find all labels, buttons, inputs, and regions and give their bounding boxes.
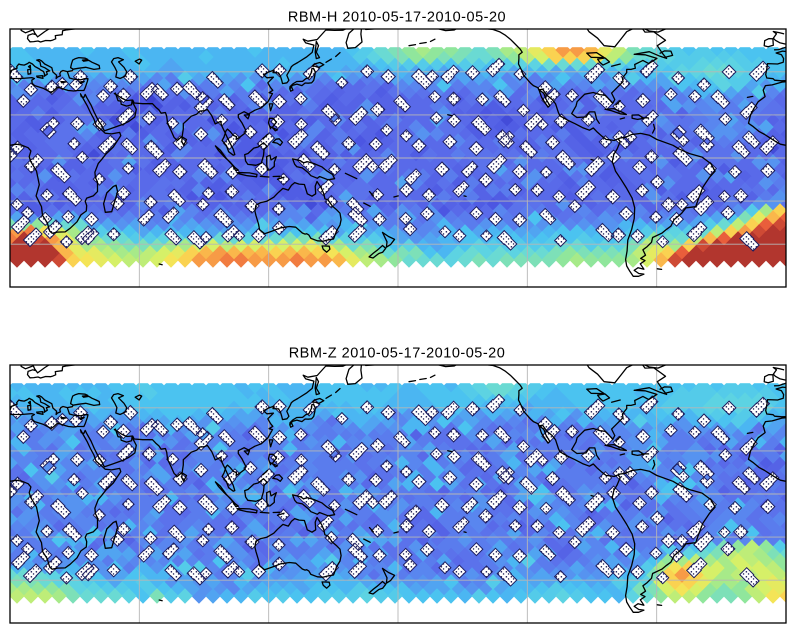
svg-text:RBM-Z 2010-05-17-2010-05-20: RBM-Z 2010-05-17-2010-05-20 xyxy=(289,346,506,362)
svg-text:RBM-H 2010-05-17-2010-05-20: RBM-H 2010-05-17-2010-05-20 xyxy=(288,10,506,26)
